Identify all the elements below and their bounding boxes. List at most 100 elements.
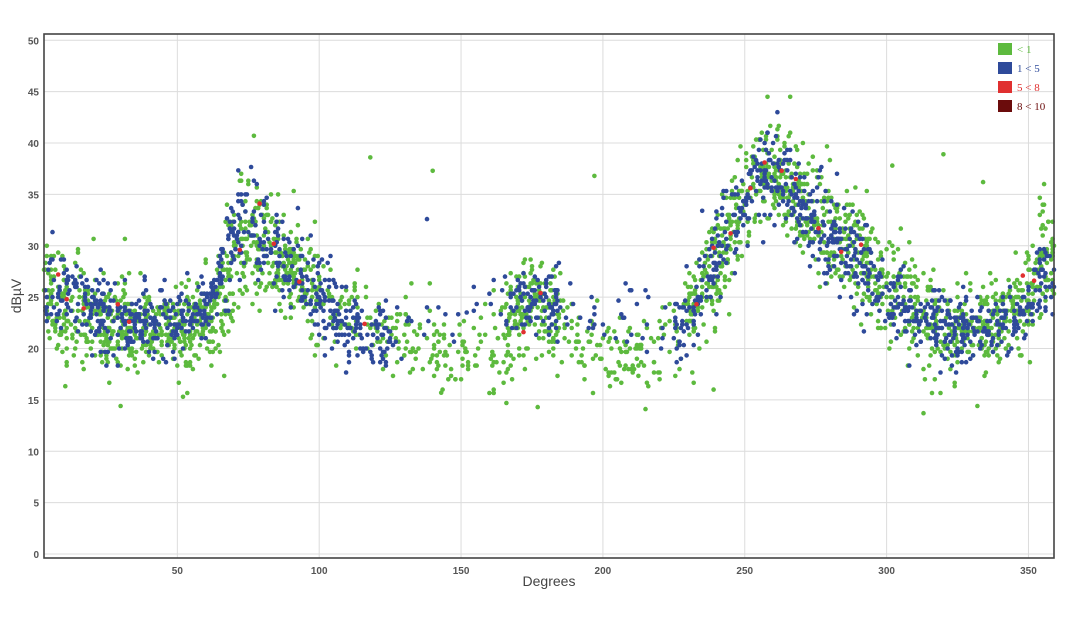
point-1-5 [945, 308, 950, 314]
point-1 [190, 294, 196, 300]
point-1 [820, 205, 826, 211]
point-1 [560, 298, 566, 303]
point-1-5 [787, 157, 793, 163]
point-1-5 [343, 308, 349, 314]
point-1-5 [790, 205, 796, 211]
point-1 [309, 318, 315, 324]
point-1 [728, 222, 733, 228]
point-1 [206, 339, 211, 345]
point-1 [216, 342, 221, 348]
point-1 [482, 301, 488, 307]
point-1-5 [148, 322, 153, 327]
point-1-5 [84, 277, 89, 283]
point-1 [838, 253, 844, 259]
point-1-5 [908, 298, 913, 303]
point-1 [509, 377, 515, 382]
point-1 [887, 346, 892, 351]
point-1 [267, 270, 272, 276]
point-1 [254, 291, 260, 297]
point-1 [726, 312, 732, 317]
point-1 [735, 253, 740, 259]
point-1-5 [125, 339, 130, 345]
point-1 [787, 94, 793, 100]
point-1-5 [1041, 257, 1047, 262]
point-1-5 [821, 233, 827, 238]
point-1 [516, 332, 522, 338]
legend-label: < 1 [1017, 44, 1031, 56]
point-1 [75, 250, 81, 255]
point-1 [556, 315, 562, 321]
point-1-5 [236, 212, 241, 218]
point-1-5 [187, 322, 193, 327]
point-1-5 [156, 322, 162, 327]
point-1 [946, 325, 952, 331]
point-1 [301, 305, 306, 310]
point-1 [132, 308, 138, 314]
point-1-5 [838, 260, 844, 266]
point-1 [797, 171, 803, 177]
point-1-5 [952, 325, 957, 331]
point-1-5 [789, 212, 794, 218]
point-1-5 [685, 325, 691, 331]
point-1-5 [1034, 250, 1040, 255]
point-1 [410, 366, 416, 372]
point-1 [1014, 294, 1020, 300]
point-1-5 [558, 305, 563, 310]
point-1-5 [474, 301, 480, 307]
point-1-5 [255, 277, 261, 283]
point-1 [47, 335, 52, 341]
point-1 [963, 270, 969, 276]
point-1 [704, 339, 709, 345]
point-1 [521, 325, 526, 331]
point-1-5 [126, 335, 132, 341]
point-1 [955, 281, 960, 286]
point-1 [312, 353, 318, 358]
point-1-5 [128, 329, 133, 334]
point-1 [888, 294, 894, 300]
point-1-5 [837, 294, 843, 300]
point-1-5 [646, 294, 651, 300]
point-5-8 [1031, 278, 1037, 284]
point-1 [458, 377, 464, 382]
point-1 [864, 188, 870, 194]
point-1-5 [528, 318, 533, 324]
point-1 [941, 152, 946, 157]
point-1-5 [934, 308, 939, 314]
point-1-5 [543, 281, 549, 286]
point-1 [305, 236, 311, 242]
point-1 [461, 318, 467, 324]
x-tick-label: 250 [736, 566, 753, 577]
point-1-5 [860, 277, 865, 283]
point-1-5 [770, 140, 776, 146]
point-1-5 [209, 281, 214, 286]
point-1-5 [898, 267, 904, 273]
point-1 [243, 226, 248, 231]
point-1 [54, 301, 60, 307]
point-1 [911, 281, 916, 286]
point-1 [437, 349, 443, 355]
point-1-5 [288, 305, 294, 310]
point-1 [431, 342, 437, 348]
point-1-5 [383, 315, 389, 321]
point-1-5 [968, 339, 973, 345]
point-1 [833, 226, 838, 231]
point-1 [929, 390, 935, 396]
point-1 [274, 284, 279, 290]
point-1-5 [108, 335, 113, 341]
point-1 [461, 339, 467, 345]
point-1 [890, 163, 895, 168]
point-1 [447, 342, 453, 348]
point-1-5 [663, 305, 668, 310]
point-1 [194, 281, 200, 286]
point-1-5 [321, 308, 326, 314]
point-1-5 [280, 219, 285, 225]
point-1 [305, 264, 311, 269]
point-1-5 [955, 346, 960, 351]
point-1-5 [275, 226, 281, 231]
point-1 [793, 144, 799, 149]
point-1 [427, 308, 433, 314]
point-1 [985, 349, 990, 355]
point-1 [107, 339, 112, 345]
point-1-5 [145, 339, 150, 345]
point-1 [182, 339, 187, 345]
